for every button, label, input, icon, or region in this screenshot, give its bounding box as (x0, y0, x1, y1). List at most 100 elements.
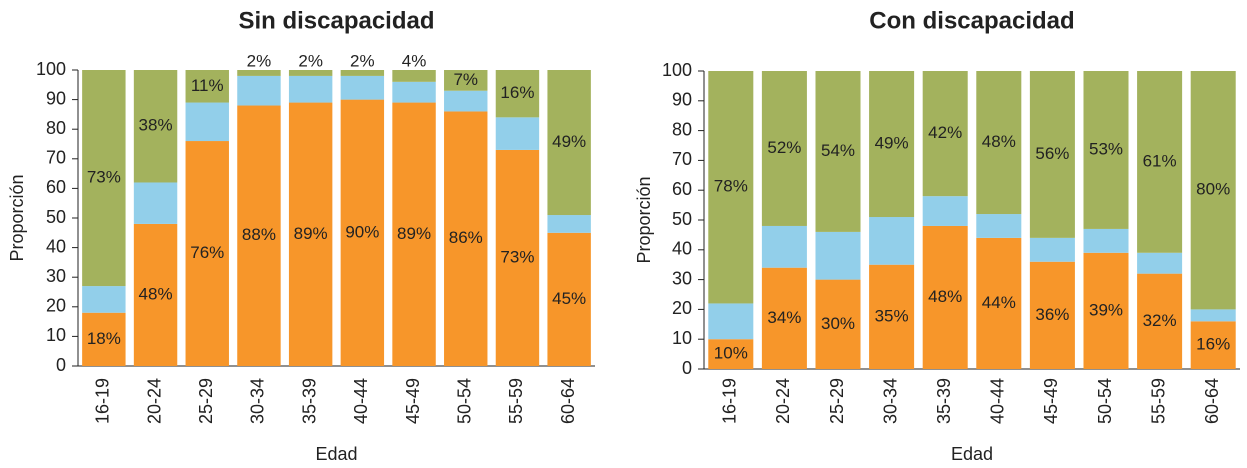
bar-segment (815, 231, 861, 280)
bar-segment (340, 70, 385, 76)
bar-segment (133, 70, 178, 183)
x-tick-label: 45-49 (1041, 378, 1061, 424)
x-tick-label: 40-44 (351, 378, 371, 424)
bar-segment (185, 141, 229, 366)
data-label: 73% (500, 247, 534, 266)
bar-segment (976, 214, 1022, 238)
bar-segment (1137, 71, 1183, 253)
data-label: 48% (982, 132, 1016, 151)
data-label: 90% (345, 222, 379, 241)
bar-segment (288, 102, 333, 366)
bar-segment (1083, 252, 1129, 369)
bar-segment (237, 105, 281, 367)
data-label: 36% (1035, 305, 1069, 324)
data-label: 49% (875, 133, 909, 152)
data-label: 35% (875, 306, 909, 325)
bar-segment (708, 339, 754, 369)
x-tick-label: 30-34 (880, 378, 900, 424)
data-label: 73% (87, 168, 121, 187)
data-label: 16% (500, 83, 534, 102)
data-label: 45% (552, 289, 586, 308)
bar-segment (708, 71, 754, 304)
y-tick-label: 100 (36, 59, 66, 79)
bar-segment (444, 90, 488, 112)
y-tick-label: 60 (46, 177, 66, 197)
bar-segment (922, 196, 968, 226)
bar-segment (133, 182, 178, 224)
data-label: 2% (298, 51, 323, 70)
data-label: 4% (402, 51, 427, 70)
x-tick-label: 50-54 (455, 378, 475, 424)
x-tick-label: 16-19 (93, 378, 113, 424)
bar-segment (495, 117, 540, 150)
bar-segment (922, 225, 968, 369)
bar-segment (815, 71, 861, 232)
bar-segment (869, 264, 915, 369)
bar-segment (495, 70, 540, 118)
data-label: 61% (1143, 151, 1177, 170)
bar-segment (392, 70, 436, 82)
bar-segment (1190, 309, 1236, 322)
data-label: 39% (1089, 300, 1123, 319)
bar-segment (444, 70, 488, 91)
bar-segment (815, 279, 861, 369)
y-tick-label: 60 (672, 179, 692, 199)
y-tick-label: 0 (682, 358, 692, 378)
chart-title: Con discapacidad (869, 7, 1074, 34)
y-tick-label: 10 (46, 325, 66, 345)
bar-segment (761, 225, 807, 268)
bar-segment (976, 71, 1022, 215)
x-tick-label: 40-44 (988, 378, 1008, 424)
y-tick-label: 10 (672, 328, 692, 348)
data-label: 16% (1196, 335, 1230, 354)
data-label: 18% (87, 329, 121, 348)
data-label: 88% (242, 225, 276, 244)
bar-segment (708, 303, 754, 340)
y-tick-label: 40 (672, 239, 692, 259)
data-label: 32% (1143, 311, 1177, 330)
data-label: 52% (767, 138, 801, 157)
y-tick-label: 50 (46, 207, 66, 227)
y-tick-label: 70 (672, 149, 692, 169)
bar-segment (869, 71, 915, 218)
bar-segment (1083, 228, 1129, 253)
x-tick-label: 35-39 (934, 378, 954, 424)
bar-segment (237, 75, 281, 106)
bar-segment (1137, 252, 1183, 274)
bar-segment (1137, 273, 1183, 369)
x-tick-label: 25-29 (196, 378, 216, 424)
bar-segment (869, 217, 915, 265)
y-tick-label: 70 (46, 148, 66, 168)
y-tick-label: 90 (46, 88, 66, 108)
data-label: 54% (821, 141, 855, 160)
bar-segment (547, 70, 591, 216)
bar-segment (288, 75, 333, 103)
y-tick-label: 20 (672, 298, 692, 318)
bar-segment (1190, 71, 1236, 310)
y-tick-label: 0 (56, 355, 66, 375)
bar-segment (761, 71, 807, 226)
y-tick-label: 30 (672, 268, 692, 288)
bar-segment (547, 215, 591, 233)
data-label: 80% (1196, 180, 1230, 199)
bar-segment (922, 71, 968, 197)
bar-segment (392, 81, 436, 103)
bar-segment (82, 312, 126, 366)
data-label: 2% (350, 51, 375, 70)
bar-segment (392, 102, 436, 366)
x-axis-label: Edad (315, 444, 357, 464)
x-tick-label: 55-59 (1148, 378, 1168, 424)
y-axis-label: Proporción (7, 174, 27, 261)
bar-segment (1029, 237, 1075, 262)
x-tick-label: 55-59 (506, 378, 526, 424)
y-tick-label: 40 (46, 236, 66, 256)
data-label: 42% (928, 123, 962, 142)
y-tick-label: 90 (672, 90, 692, 110)
data-label: 38% (139, 116, 173, 135)
data-label: 30% (821, 314, 855, 333)
data-label: 48% (928, 287, 962, 306)
x-tick-label: 25-29 (827, 378, 847, 424)
y-tick-label: 50 (672, 209, 692, 229)
x-tick-label: 20-24 (144, 378, 164, 424)
